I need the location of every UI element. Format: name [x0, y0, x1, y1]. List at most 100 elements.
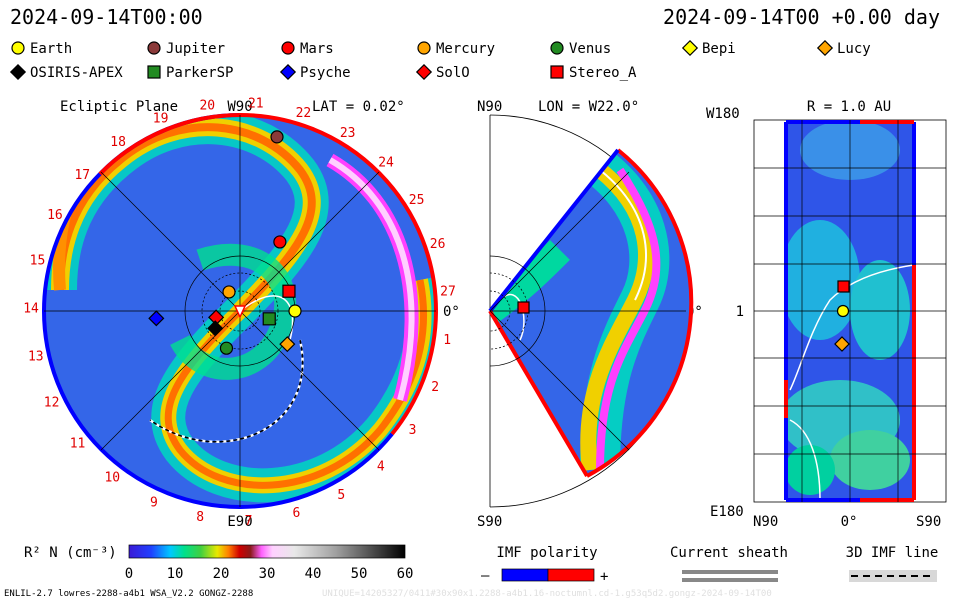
sector-label: 14	[23, 301, 39, 316]
ecliptic-marker-solo	[208, 309, 225, 326]
ecliptic-marker-psyche	[148, 310, 165, 327]
sun-marker	[233, 305, 247, 319]
ecliptic-right-label: 0°	[443, 304, 460, 320]
colorbar-tick-label: 50	[351, 566, 368, 582]
meridional-stereo-a-marker	[517, 301, 530, 314]
map-grid	[754, 120, 946, 502]
imf-polarity-legend: IMF polarity – +	[481, 545, 608, 585]
meridional-bottom-label: S90	[477, 514, 502, 530]
sector-label: 17	[74, 168, 90, 183]
legend-label-solo: SolO	[436, 65, 470, 81]
colorbar-tick-label: 40	[305, 566, 322, 582]
legend-marker-jupiter	[147, 41, 161, 55]
map-x-left: N90	[753, 514, 778, 530]
ecliptic-lat-label: LAT = 0.02°	[312, 99, 405, 115]
sector-label: 8	[196, 510, 204, 525]
sector-label: 10	[104, 470, 120, 485]
ecliptic-marker-parkersp	[262, 312, 276, 326]
legend-marker-lucy	[816, 39, 834, 57]
legend-label-stereo-a: Stereo_A	[569, 65, 637, 81]
sector-label: 25	[409, 193, 425, 208]
sector-label: 12	[44, 396, 60, 411]
legend-marker-mars	[281, 41, 295, 55]
imf-negative-swatch	[501, 568, 549, 582]
imf-plus-label: +	[600, 569, 608, 585]
ecliptic-marker-mercury	[222, 285, 236, 299]
ecliptic-bottom-label: E90	[227, 514, 252, 530]
sector-label: 15	[30, 253, 46, 268]
ecliptic-marker-earth	[288, 304, 302, 318]
legend-marker-venus	[550, 41, 564, 55]
legend-label-mars: Mars	[300, 41, 334, 57]
ecliptic-panel: Ecliptic Plane W90 LAT = 0.02° E90 0°	[23, 97, 460, 530]
sector-label: 26	[430, 237, 446, 252]
ecliptic-marker-jupiter	[270, 130, 284, 144]
legend-marker-mercury	[417, 41, 431, 55]
map-mid-left: 1	[736, 304, 744, 320]
colorbar-tick-label: 30	[259, 566, 276, 582]
sector-label: 11	[70, 437, 86, 452]
colorbar-tick-label: 20	[213, 566, 230, 582]
colorbar-strip	[128, 544, 406, 559]
footer-watermark: UNIQUE=14205327/0411#30x90x1.2288-a4b1.1…	[322, 589, 772, 599]
ecliptic-title: Ecliptic Plane	[60, 99, 178, 115]
sector-label: 5	[337, 488, 345, 503]
colorbar-tick-label: 10	[167, 566, 184, 582]
current-sheath-line-2	[682, 578, 778, 582]
sector-label: 27	[440, 284, 456, 299]
legend: Earth Jupiter Mars Mercury Venus Bepi Lucy OSIR…	[9, 39, 871, 81]
legend-marker-osiris-apex	[9, 63, 27, 81]
sector-label: 24	[378, 156, 394, 171]
legend-marker-stereo-a	[550, 65, 564, 79]
imf-polarity-title: IMF polarity	[496, 545, 597, 561]
sector-label: 9	[150, 495, 158, 510]
legend-label-venus: Venus	[569, 41, 611, 57]
imf-minus-label: –	[481, 568, 490, 584]
legend-label-osiris-apex: OSIRIS-APEX	[30, 65, 123, 81]
map-x-mid: 0°	[841, 514, 858, 530]
map-lucy-marker	[834, 336, 850, 352]
current-sheath-line-1	[682, 570, 778, 574]
ecliptic-marker-lucy	[279, 336, 296, 353]
meridional-top-label: N90	[477, 99, 502, 115]
map-top-left: W180	[706, 106, 740, 122]
map-r-label: R = 1.0 AU	[807, 99, 891, 115]
datetime-right: 2024-09-14T00 +0.00 day	[663, 5, 940, 29]
sector-label: 2	[431, 380, 439, 395]
imf-line-legend: 3D IMF line	[846, 545, 938, 582]
sector-label: 23	[340, 126, 356, 141]
legend-label-lucy: Lucy	[837, 41, 871, 57]
sector-label: 3	[409, 423, 417, 438]
ecliptic-marker-mars	[273, 235, 287, 249]
ecliptic-top-label: W90	[227, 99, 252, 115]
legend-marker-bepi	[681, 39, 699, 57]
colorbar-ticks: 0 10 20 30 40 50 60	[125, 566, 414, 582]
datetime-left: 2024-09-14T00:00	[10, 5, 203, 29]
sector-label: 19	[153, 112, 169, 127]
meridional-panel: N90 LON = W22.0° S90 0°	[477, 99, 703, 530]
sector-label: 7	[245, 514, 253, 529]
legend-marker-solo	[415, 63, 433, 81]
sector-label: 22	[296, 106, 312, 121]
ecliptic-marker-stereo-a	[282, 284, 296, 298]
current-sheath-legend: Current sheath	[670, 545, 788, 582]
current-sheath-title: Current sheath	[670, 545, 788, 561]
legend-label-parkersp: ParkerSP	[166, 65, 233, 81]
legend-label-jupiter: Jupiter	[166, 41, 225, 57]
ecliptic-markers	[148, 130, 302, 355]
legend-label-mercury: Mercury	[436, 41, 495, 57]
ecliptic-marker-osiris-apex	[207, 320, 224, 337]
legend-marker-earth	[11, 41, 25, 55]
sector-label: 6	[293, 506, 301, 521]
map-panel: R = 1.0 AU W180 1 E180 N90 0° S90	[706, 99, 947, 530]
meridional-density-field	[490, 150, 692, 476]
colorbar-label: R² N (cm⁻³)	[24, 545, 117, 561]
legend-marker-psyche	[279, 63, 297, 81]
map-x-right: S90	[916, 514, 941, 530]
imf-positive-swatch	[547, 568, 595, 582]
footer-run-info: ENLIL-2.7 lowres-2288-a4b1 WSA_V2.2 GONG…	[4, 589, 253, 599]
legend-label-psyche: Psyche	[300, 65, 351, 81]
sector-label: 20	[199, 99, 215, 114]
legend-label-bepi: Bepi	[702, 41, 736, 57]
